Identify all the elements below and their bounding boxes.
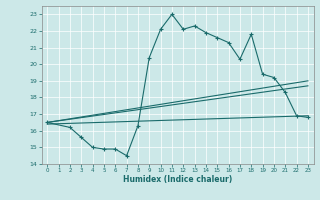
- X-axis label: Humidex (Indice chaleur): Humidex (Indice chaleur): [123, 175, 232, 184]
